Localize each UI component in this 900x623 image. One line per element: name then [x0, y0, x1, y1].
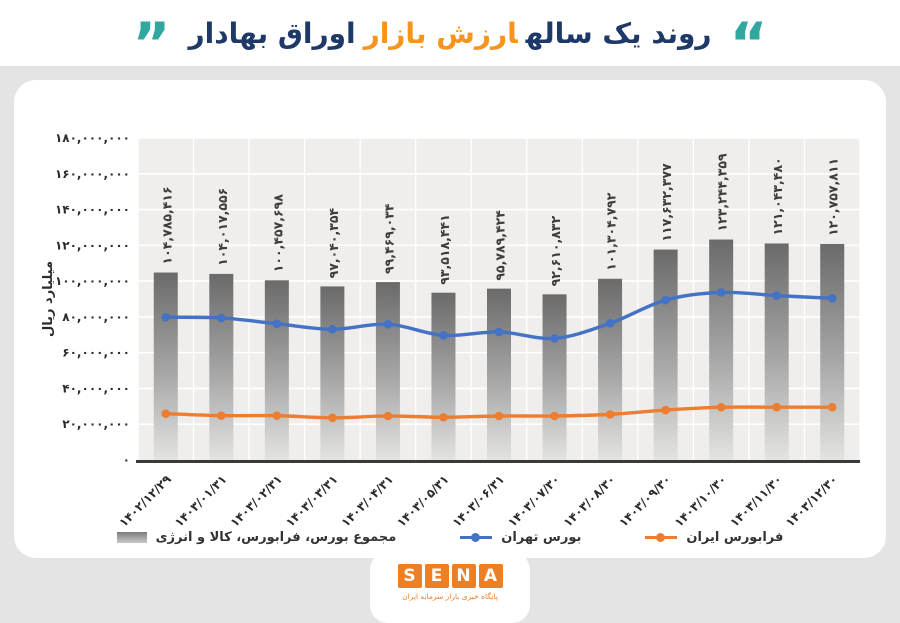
sena-logo-squares: S E N A — [397, 564, 503, 588]
legend-item-tehran-bourse: بورس تهران — [460, 530, 581, 545]
farabourse-line-swatch — [645, 532, 678, 542]
tehran-bourse-marker-dot — [471, 532, 481, 542]
sena-letter-a: A — [478, 564, 503, 588]
title-part-3: اوراق بهادار — [188, 16, 356, 50]
total-market-bar-swatch — [116, 531, 147, 543]
title-part-2: ارزش بازار — [363, 16, 518, 50]
sena-letter-s: S — [397, 564, 422, 588]
quote-close-icon: ” — [132, 10, 171, 79]
legend-item-farabourse: فرابورس ایران — [645, 530, 783, 545]
sena-letter-e: E — [424, 564, 449, 588]
sena-logo: S E N A پایگاه خبری بازار سرمایه ایران — [370, 552, 530, 623]
legend-label-farabourse: فرابورس ایران — [686, 529, 784, 545]
farabourse-marker-dot — [656, 532, 666, 542]
quote-open-icon: “ — [729, 10, 768, 79]
title-band: “ روند یک سالهارزش بازاراوراق بهادار ” — [0, 0, 900, 79]
chart-legend: فرابورس ایران بورس تهران مجموع بورس، فرا… — [0, 524, 900, 550]
sena-letter-n: N — [451, 564, 476, 588]
legend-item-total-market: مجموع بورس، فرابورس، کالا و انرژی — [116, 529, 397, 545]
tehran-bourse-line-swatch — [460, 532, 493, 542]
chart-card — [14, 80, 886, 558]
page-title: روند یک سالهارزش بازاراوراق بهادار — [184, 17, 715, 50]
title-part-1: روند یک ساله — [525, 16, 712, 50]
sena-tagline: پایگاه خبری بازار سرمایه ایران — [402, 592, 498, 601]
legend-label-total-market: مجموع بورس، فرابورس، کالا و انرژی — [155, 529, 397, 545]
legend-label-tehran-bourse: بورس تهران — [501, 529, 582, 545]
